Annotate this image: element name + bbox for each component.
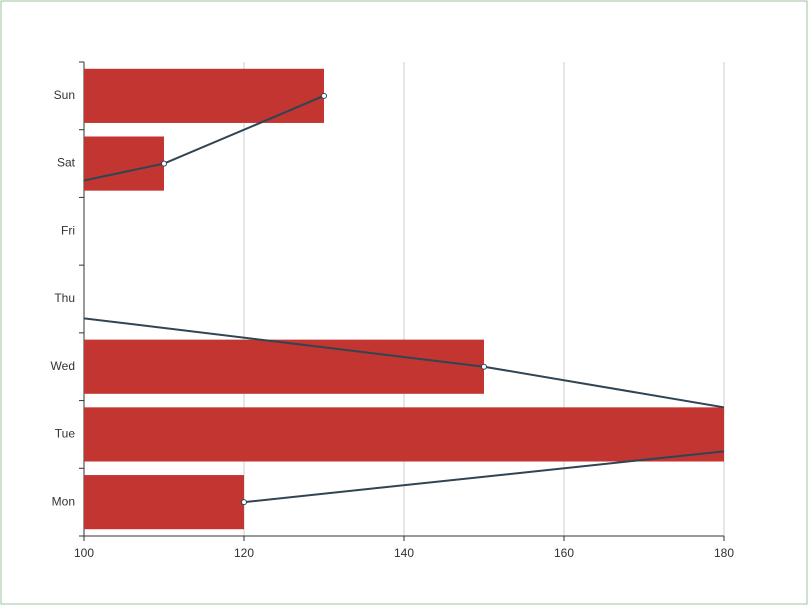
bar: [84, 475, 244, 530]
y-tick-label: Fri: [61, 223, 75, 237]
y-tick-label: Wed: [51, 359, 75, 373]
bar: [84, 339, 484, 394]
y-tick-label: Mon: [52, 494, 75, 508]
point: [161, 160, 167, 167]
x-tick-label: 160: [554, 546, 574, 560]
point: [241, 499, 247, 506]
x-tick-label: 120: [234, 546, 254, 560]
point: [321, 92, 327, 99]
y-tick-label: Thu: [54, 291, 75, 305]
y-tick-label: Tue: [55, 427, 76, 441]
plot: [84, 68, 724, 530]
x-tick-label: 180: [714, 546, 734, 560]
x-tick-label: 100: [74, 546, 94, 560]
point: [481, 363, 487, 370]
bar: [84, 136, 164, 191]
bar: [84, 407, 724, 462]
bar: [84, 68, 324, 123]
x-tick-label: 140: [394, 546, 414, 560]
y-tick-label: Sun: [54, 88, 75, 102]
y-tick-label: Sat: [57, 156, 76, 170]
